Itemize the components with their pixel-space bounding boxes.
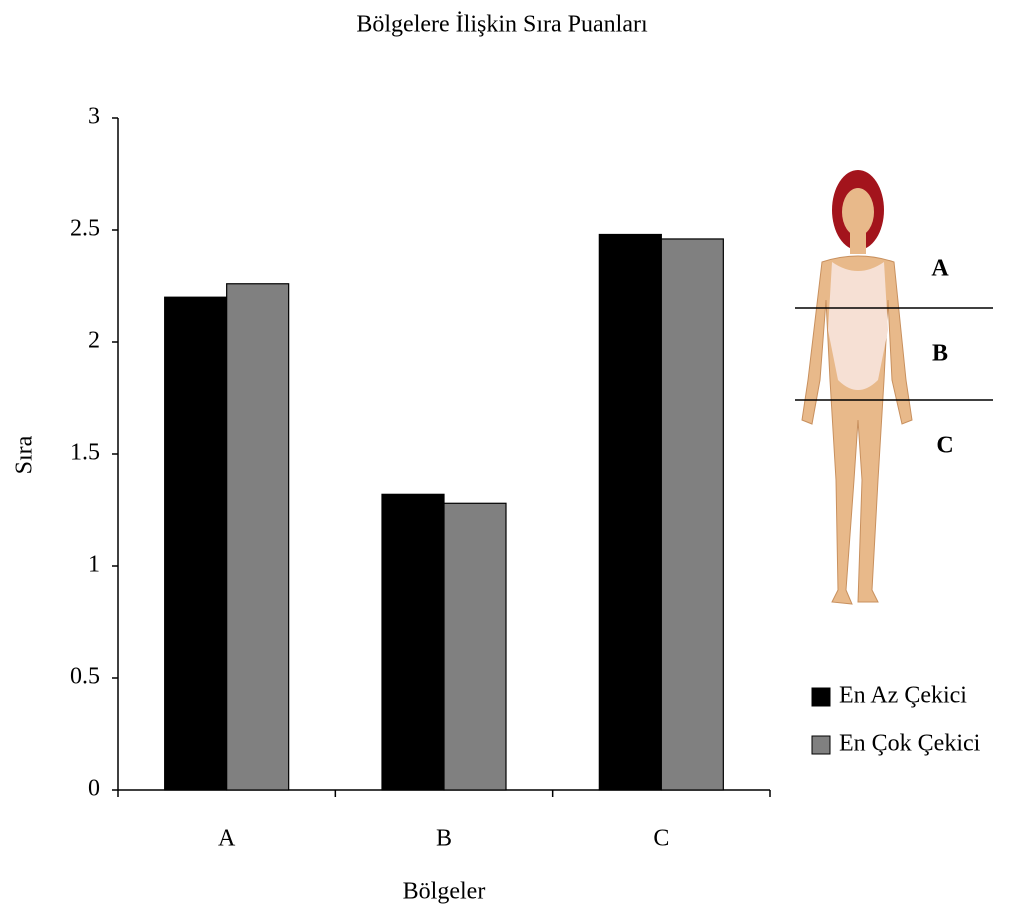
region-label: C [936, 433, 953, 459]
bar [226, 283, 290, 791]
legend-swatch [811, 687, 831, 707]
legend-swatch [811, 735, 831, 755]
x-tick-label: A [218, 826, 236, 852]
bar [598, 233, 662, 791]
chart-title: Bölgelere İlişkin Sıra Puanları [356, 12, 648, 38]
legend-label: En Çok Çekici [839, 731, 981, 757]
region-label: A [931, 256, 949, 282]
y-tick-label: 1 [88, 552, 100, 578]
x-tick-label: C [653, 826, 669, 852]
y-tick-label: 1.5 [70, 440, 100, 466]
x-axis-label: Bölgeler [403, 879, 486, 905]
x-tick-label: B [436, 826, 452, 852]
y-tick-label: 0 [88, 776, 100, 802]
y-axis-label: Sıra [12, 435, 38, 474]
body-figure [801, 170, 913, 605]
y-tick-label: 2 [88, 328, 100, 354]
bar [660, 238, 724, 791]
region-label: B [932, 341, 948, 367]
bar [443, 502, 507, 791]
bar [381, 493, 445, 791]
y-tick-label: 2.5 [70, 216, 100, 242]
y-tick-label: 0.5 [70, 664, 100, 690]
bar [164, 296, 228, 791]
legend-label: En Az Çekici [839, 683, 967, 709]
y-tick-label: 3 [88, 104, 100, 130]
